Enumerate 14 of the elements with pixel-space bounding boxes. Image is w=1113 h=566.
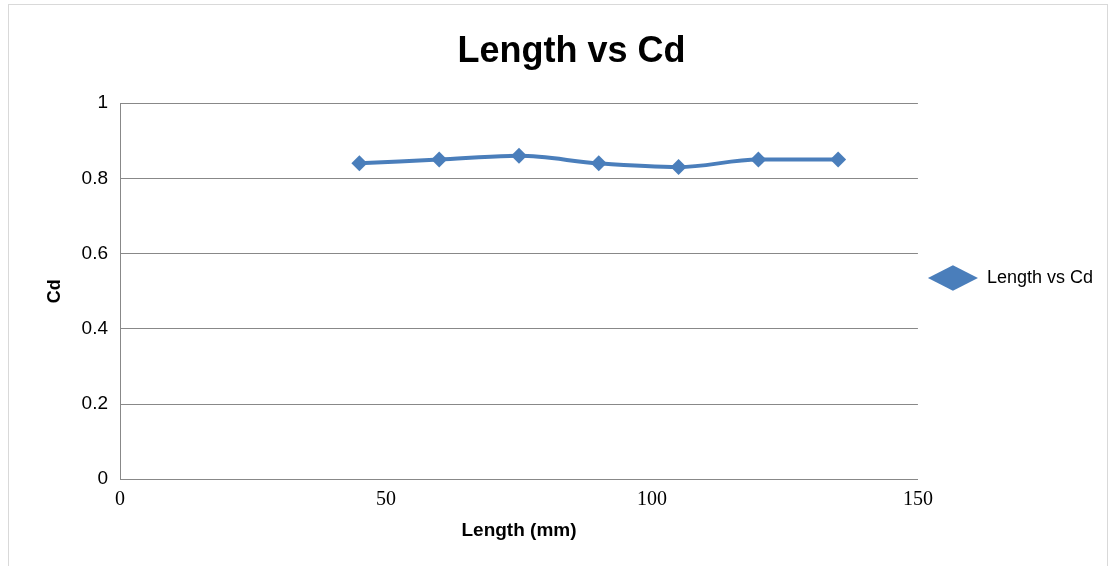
x-axis-title: Length (mm) bbox=[461, 518, 577, 540]
y-tick-label: 0.8 bbox=[81, 166, 109, 188]
y-tick-label: 1 bbox=[97, 91, 109, 113]
legend-label: Length vs Cd bbox=[986, 266, 1094, 287]
x-tick-label: 150 bbox=[902, 487, 933, 510]
y-tick-label: 0.2 bbox=[81, 392, 109, 414]
x-tick-label: 0 bbox=[115, 487, 126, 510]
y-tick-label: 0.6 bbox=[81, 241, 109, 263]
x-tick-label: 100 bbox=[636, 487, 667, 510]
y-tick-label: 0 bbox=[97, 467, 109, 489]
x-tick-label: 50 bbox=[375, 487, 396, 510]
y-axis-title: Cd bbox=[43, 279, 64, 304]
y-tick-label: 0.4 bbox=[81, 317, 109, 339]
chart-title: Length vs Cd bbox=[457, 28, 686, 70]
